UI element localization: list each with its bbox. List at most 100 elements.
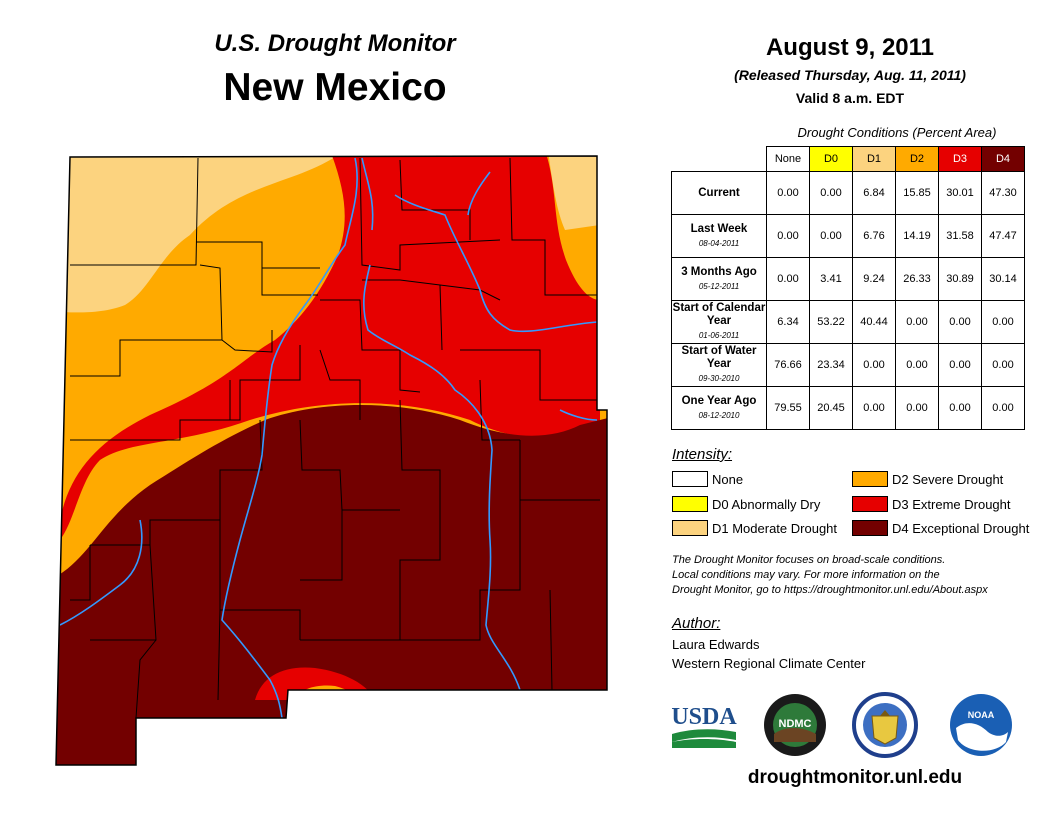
table-cell: 6.34 bbox=[766, 300, 810, 344]
col-none: None bbox=[766, 146, 810, 172]
map-subtitle: U.S. Drought Monitor bbox=[214, 30, 456, 57]
noaa-logo-text: NOAA bbox=[968, 710, 995, 720]
table-cell: 0.00 bbox=[766, 257, 810, 301]
table-cell: 14.19 bbox=[895, 214, 939, 258]
row-label: 3 Months Ago 05-12-2011 bbox=[671, 257, 767, 301]
table-row: Start of Calendar Year 01-06-2011 6.34 53.2… bbox=[671, 300, 1025, 344]
table-cell: 0.00 bbox=[981, 343, 1025, 387]
table-cell: 6.76 bbox=[852, 214, 896, 258]
legend-item-d3: D3 Extreme Drought bbox=[852, 496, 1011, 512]
table-cell: 30.89 bbox=[938, 257, 982, 301]
legend-item-d1: D1 Moderate Drought bbox=[672, 520, 837, 536]
row-label-text: Last Week bbox=[690, 222, 748, 235]
table-cell: 40.44 bbox=[852, 300, 896, 344]
legend-title: Intensity: bbox=[672, 446, 733, 463]
ndmc-logo: NDMC bbox=[764, 694, 826, 756]
row-label: Last Week 08-04-2011 bbox=[671, 214, 767, 258]
legend-swatch bbox=[672, 520, 708, 536]
valid-time: Valid 8 a.m. EDT bbox=[795, 90, 905, 106]
valid-date: August 9, 2011 bbox=[765, 34, 935, 61]
note-line: The Drought Monitor focuses on broad-sca… bbox=[672, 554, 946, 566]
table-cell: 0.00 bbox=[895, 300, 939, 344]
row-label: Start of Water Year 09-30-2010 bbox=[671, 343, 767, 387]
d1-area-northwest bbox=[60, 156, 345, 313]
table-row: 3 Months Ago 05-12-2011 0.00 3.41 9.24 26.33 3… bbox=[671, 257, 1025, 301]
drought-conditions-table: None D0 D1 D2 D3 D4 Current 0.00 0.00 6.84 1… bbox=[671, 146, 1025, 430]
d1-area-northeast bbox=[548, 156, 600, 230]
table-cell: 0.00 bbox=[981, 386, 1025, 430]
legend-label: D0 Abnormally Dry bbox=[712, 496, 821, 512]
table-cell: 0.00 bbox=[766, 171, 810, 215]
col-d0: D0 bbox=[809, 146, 853, 172]
ndmc-logo-text: NDMC bbox=[779, 718, 812, 730]
table-cell: 0.00 bbox=[809, 171, 853, 215]
note-line: Local conditions may vary. For more info… bbox=[672, 569, 940, 581]
row-label-text: Current bbox=[698, 186, 740, 199]
table-title: Drought Conditions (Percent Area) bbox=[797, 125, 997, 140]
legend-label: D2 Severe Drought bbox=[892, 471, 1004, 487]
table-row: Current 0.00 0.00 6.84 15.85 30.01 47.30 bbox=[671, 171, 1025, 215]
legend-label: D3 Extreme Drought bbox=[892, 496, 1011, 512]
legend-swatch bbox=[672, 471, 708, 487]
author-heading: Author: bbox=[672, 615, 721, 632]
table-cell: 0.00 bbox=[981, 300, 1025, 344]
row-label-text: One Year Ago bbox=[681, 394, 757, 407]
legend-item-none: None bbox=[672, 471, 743, 487]
table-cell: 0.00 bbox=[852, 386, 896, 430]
table-cell: 0.00 bbox=[938, 343, 982, 387]
table-cell: 31.58 bbox=[938, 214, 982, 258]
footer-url[interactable]: droughtmonitor.unl.edu bbox=[747, 767, 963, 788]
legend-item-d0: D0 Abnormally Dry bbox=[672, 496, 820, 512]
row-date: 05-12-2011 bbox=[698, 281, 740, 291]
table-cell: 76.66 bbox=[766, 343, 810, 387]
table-cell: 79.55 bbox=[766, 386, 810, 430]
legend-swatch bbox=[852, 520, 888, 536]
col-d2: D2 bbox=[895, 146, 939, 172]
table-cell: 3.41 bbox=[809, 257, 853, 301]
release-date: (Released Thursday, Aug. 11, 2011) bbox=[734, 67, 966, 83]
row-label-text: Start of Water Year bbox=[681, 345, 757, 370]
col-d3: D3 bbox=[938, 146, 982, 172]
table-cell: 20.45 bbox=[809, 386, 853, 430]
disclaimer-note: The Drought Monitor focuses on broad-sca… bbox=[672, 553, 1052, 598]
table-cell: 0.00 bbox=[766, 214, 810, 258]
map-title: New Mexico bbox=[223, 66, 447, 109]
table-cell: 47.30 bbox=[981, 171, 1025, 215]
table-cell: 6.84 bbox=[852, 171, 896, 215]
new-mexico-drought-map bbox=[55, 155, 608, 766]
row-date: 08-04-2011 bbox=[698, 238, 740, 248]
col-d4: D4 bbox=[981, 146, 1025, 172]
table-cell: 0.00 bbox=[938, 386, 982, 430]
table-row: Last Week 08-04-2011 0.00 0.00 6.76 14.19 31.5… bbox=[671, 214, 1025, 258]
rivers bbox=[59, 157, 598, 719]
note-line: Drought Monitor, go to https://droughtmo… bbox=[672, 584, 988, 596]
usda-logo-text: USDA bbox=[671, 704, 737, 730]
county-lines bbox=[70, 157, 600, 719]
author-name: Laura Edwards bbox=[672, 637, 760, 652]
legend-label: None bbox=[712, 471, 744, 487]
table-cell: 15.85 bbox=[895, 171, 939, 215]
table-cell: 0.00 bbox=[938, 300, 982, 344]
row-label: Current bbox=[671, 171, 767, 215]
legend-item-d4: D4 Exceptional Drought bbox=[852, 520, 1029, 536]
noaa-logo: NOAA bbox=[950, 694, 1012, 756]
table-cell: 0.00 bbox=[895, 343, 939, 387]
legend-label: D1 Moderate Drought bbox=[712, 520, 838, 536]
table-cell: 26.33 bbox=[895, 257, 939, 301]
table-row: One Year Ago 08-12-2010 79.55 20.45 0.00 0.00… bbox=[671, 386, 1025, 430]
table-cell: 0.00 bbox=[852, 343, 896, 387]
table-cell: 9.24 bbox=[852, 257, 896, 301]
col-d1: D1 bbox=[852, 146, 896, 172]
legend-swatch bbox=[852, 471, 888, 487]
legend-label: D4 Exceptional Drought bbox=[892, 520, 1030, 536]
row-label-text: Start of Calendar Year bbox=[672, 302, 766, 327]
table-cell: 0.00 bbox=[809, 214, 853, 258]
table-body: Current 0.00 0.00 6.84 15.85 30.01 47.30 Last W… bbox=[671, 171, 1025, 430]
row-label: Start of Calendar Year 01-06-2011 bbox=[671, 300, 767, 344]
table-cell: 47.47 bbox=[981, 214, 1025, 258]
usda-logo: USDA bbox=[671, 704, 737, 748]
legend-swatch bbox=[852, 496, 888, 512]
row-label-text: 3 Months Ago bbox=[681, 265, 757, 278]
d3-area bbox=[60, 156, 600, 540]
table-cell: 0.00 bbox=[895, 386, 939, 430]
